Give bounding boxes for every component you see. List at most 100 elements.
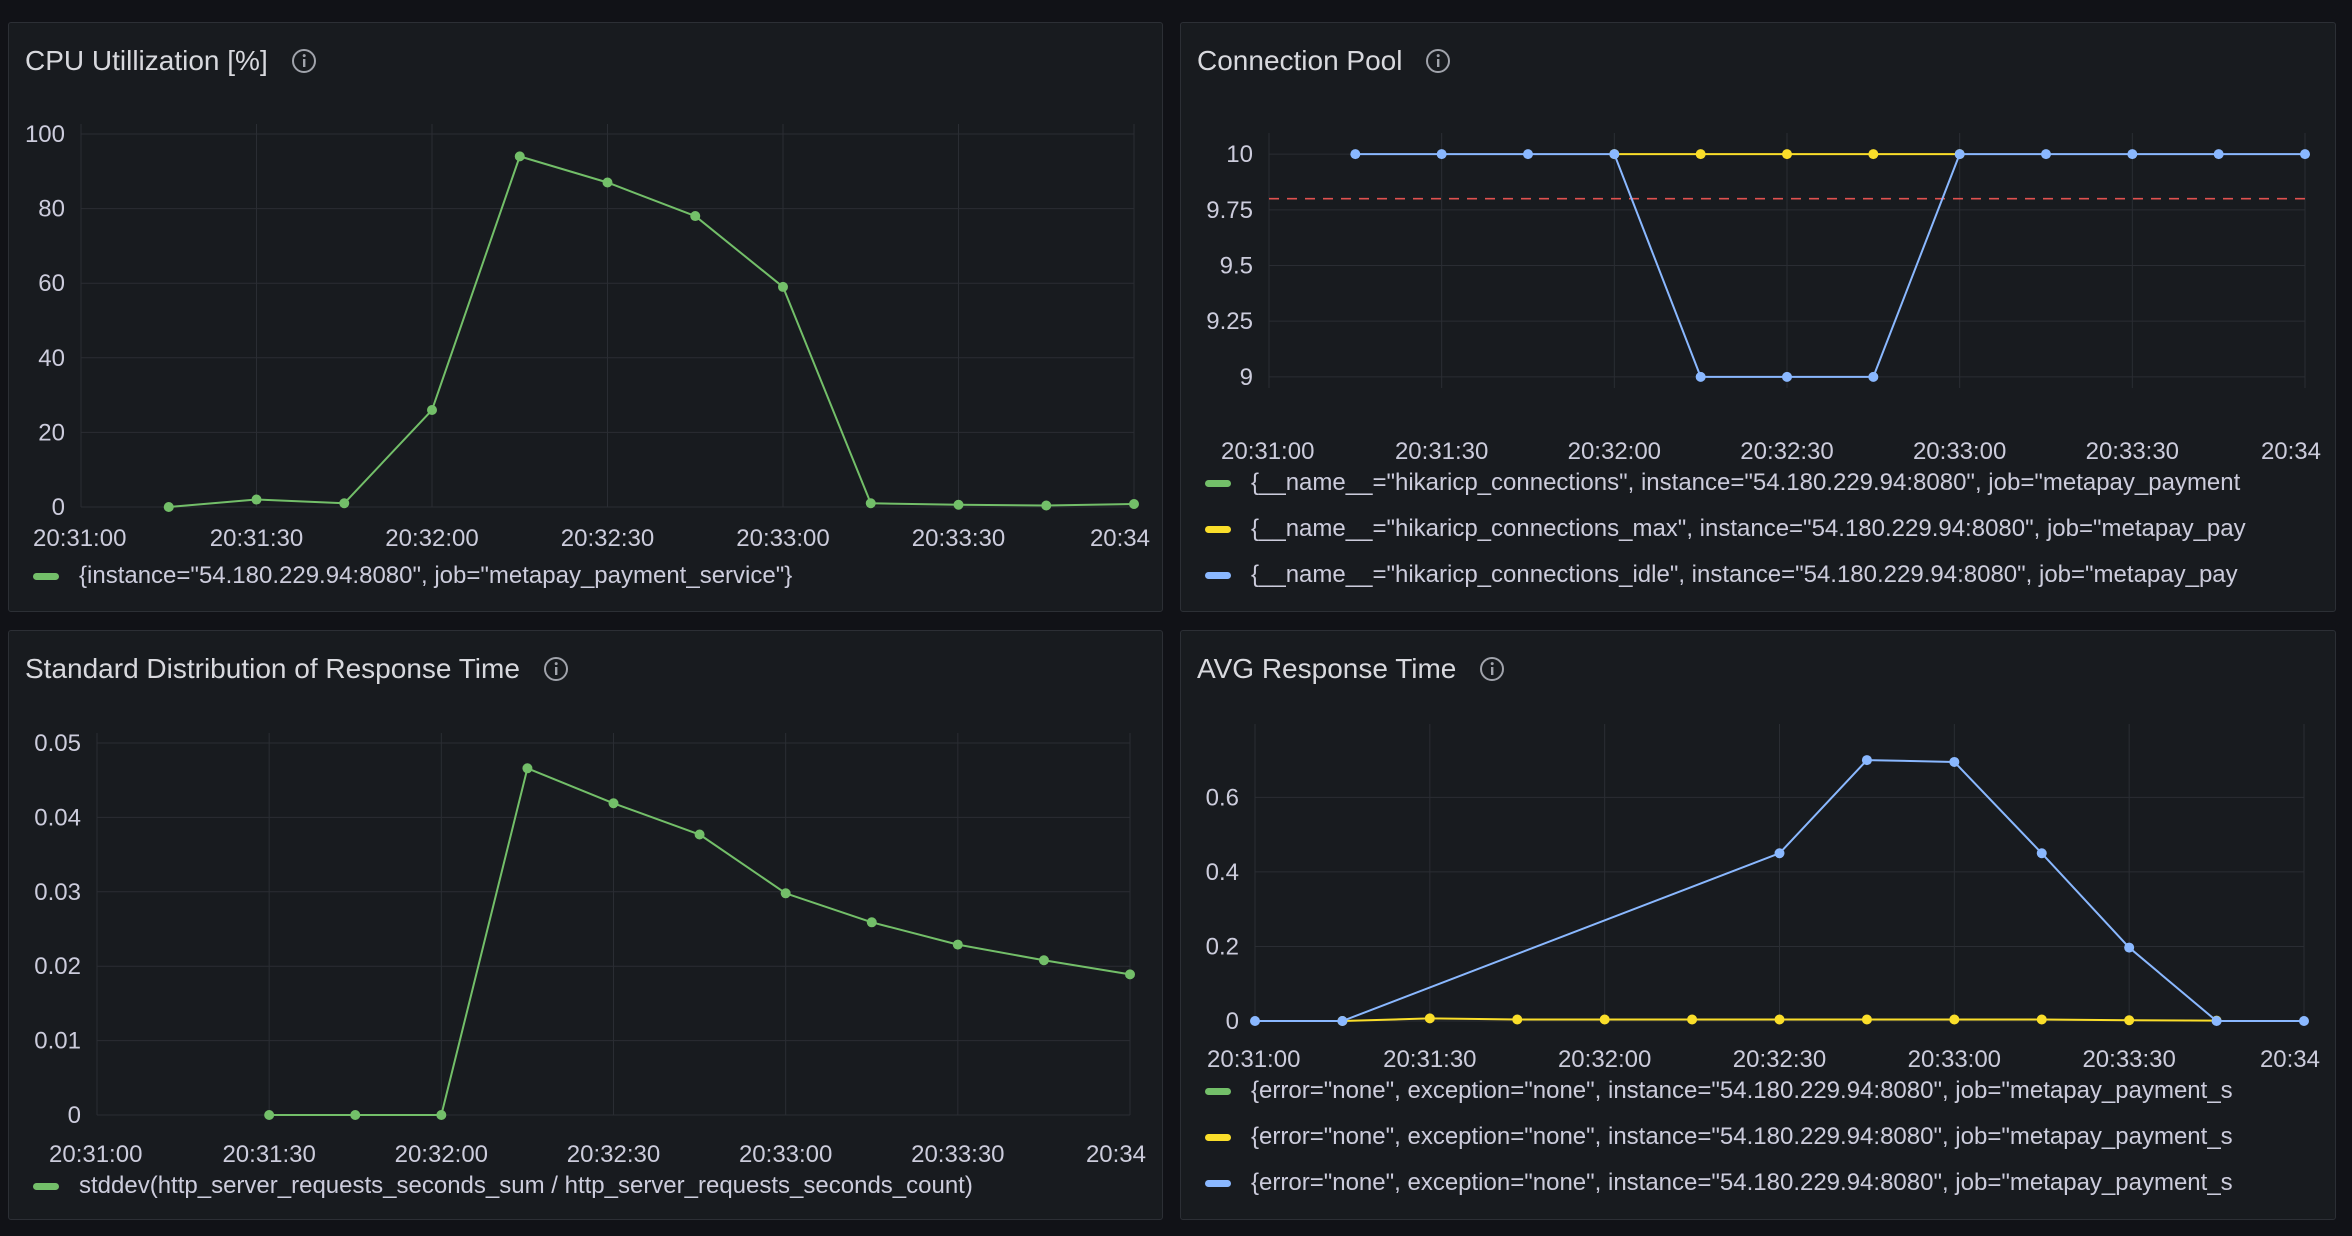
data-point[interactable] — [1436, 149, 1447, 160]
data-point[interactable] — [514, 151, 525, 162]
legend-swatch — [1205, 1179, 1231, 1187]
data-point[interactable] — [2036, 1014, 2047, 1025]
data-point[interactable] — [1774, 1014, 1785, 1025]
data-point[interactable] — [251, 494, 262, 505]
x-tick-label: 20:32:00 — [385, 525, 478, 552]
data-point[interactable] — [1129, 499, 1139, 510]
y-tick-label: 9.25 — [1206, 308, 1253, 335]
data-point[interactable] — [694, 829, 705, 840]
legend-label: {__name__="hikaricp_connections", instan… — [1251, 469, 2241, 496]
data-point[interactable] — [1782, 371, 1792, 382]
data-point[interactable] — [1599, 1014, 1610, 1025]
y-tick-label: 40 — [38, 345, 65, 372]
data-point[interactable] — [1350, 149, 1361, 160]
data-point[interactable] — [866, 917, 877, 928]
y-tick-label: 0 — [52, 494, 65, 521]
info-icon[interactable] — [290, 47, 318, 75]
data-point[interactable] — [1125, 969, 1135, 980]
data-point[interactable] — [339, 498, 350, 509]
data-point[interactable] — [1868, 149, 1879, 160]
data-point[interactable] — [2211, 1016, 2222, 1026]
data-point[interactable] — [780, 888, 791, 899]
legend-item[interactable]: {error="none", exception="none", instanc… — [1205, 1160, 2233, 1206]
info-icon[interactable] — [1424, 47, 1452, 75]
panel-title[interactable]: AVG Response Time — [1197, 653, 1457, 684]
data-point[interactable] — [1868, 371, 1879, 382]
legend-label: stddev(http_server_requests_seconds_sum … — [79, 1172, 973, 1199]
panel-std-distribution: 0 0.01 0.02 0.03 0.04 0.05 20:31:00 20:31:30 20:… — [8, 630, 1163, 1220]
legend-item[interactable]: stddev(http_server_requests_seconds_sum … — [33, 1163, 973, 1209]
x-tick-label: 20:32:00 — [395, 1141, 488, 1168]
panel-title[interactable]: Standard Distribution of Response Time — [25, 653, 520, 684]
chart-avg-response-time: 0 0.2 0.4 0.6 20:31:00 20:31:30 20:32:00 20:32:… — [1206, 724, 2320, 1073]
legend-item[interactable]: {__name__="hikaricp_connections", instan… — [1205, 460, 2246, 506]
info-icon[interactable] — [1478, 655, 1506, 683]
data-point[interactable] — [1949, 1014, 1960, 1025]
data-point[interactable] — [1041, 500, 1052, 511]
panel-title[interactable]: CPU Utillization [%] — [25, 45, 268, 76]
data-point[interactable] — [1523, 149, 1533, 160]
x-tick-label: 20:32:30 — [561, 525, 654, 552]
data-point[interactable] — [2300, 149, 2310, 160]
y-tick-label: 9.75 — [1206, 197, 1253, 224]
panel-title[interactable]: Connection Pool — [1197, 45, 1403, 76]
legend-item[interactable]: {error="none", exception="none", instanc… — [1205, 1068, 2233, 1114]
legend-item[interactable]: {__name__="hikaricp_connections_idle", i… — [1205, 552, 2246, 598]
data-point[interactable] — [2127, 149, 2138, 160]
data-point[interactable] — [2124, 942, 2135, 953]
x-tick-label: 20:33:30 — [912, 525, 1005, 552]
data-point[interactable] — [952, 939, 963, 950]
data-point[interactable] — [427, 405, 437, 416]
chart-cpu-utilization: 0 20 40 60 80 100 20:31:00 20:31:30 20:32:00 20:3… — [25, 121, 1150, 552]
x-tick-label: 20:33:30 — [911, 1141, 1004, 1168]
data-point[interactable] — [602, 177, 613, 188]
series-line — [168, 155, 1135, 508]
data-point[interactable] — [1250, 1016, 1260, 1026]
data-point[interactable] — [350, 1110, 361, 1120]
data-point[interactable] — [865, 498, 876, 509]
data-point[interactable] — [2299, 1016, 2309, 1026]
data-point[interactable] — [2124, 1015, 2135, 1026]
data-point[interactable] — [1695, 371, 1706, 382]
data-point[interactable] — [1782, 149, 1792, 160]
x-tick-label: 20:34 — [1086, 1141, 1146, 1168]
data-point[interactable] — [778, 281, 788, 292]
legend-label: {error="none", exception="none", instanc… — [1251, 1077, 2233, 1104]
series-0 — [264, 763, 1135, 1120]
legend-swatch — [1205, 525, 1231, 533]
data-point[interactable] — [690, 211, 701, 222]
data-point[interactable] — [1038, 955, 1049, 966]
y-tick-label: 80 — [38, 196, 65, 223]
y-tick-label: 20 — [38, 419, 65, 446]
y-tick-label: 0.05 — [34, 730, 81, 757]
data-point[interactable] — [2041, 149, 2051, 160]
legend-item[interactable]: {instance="54.180.229.94:8080", job="met… — [33, 553, 792, 599]
info-icon[interactable] — [542, 655, 570, 683]
data-point[interactable] — [522, 763, 533, 774]
x-tick-label: 20:33:30 — [2086, 438, 2179, 465]
data-point[interactable] — [1687, 1014, 1698, 1025]
data-point[interactable] — [1695, 149, 1706, 160]
x-tick-label: 20:31:30 — [1383, 1046, 1476, 1073]
legend-item[interactable]: {error="none", exception="none", instanc… — [1205, 1114, 2233, 1160]
data-point[interactable] — [2213, 149, 2224, 160]
data-point[interactable] — [1949, 756, 1960, 767]
y-tick-label: 0.2 — [1206, 933, 1239, 960]
data-point[interactable] — [163, 502, 174, 512]
data-point[interactable] — [953, 499, 964, 510]
legend-item[interactable]: {__name__="hikaricp_connections_max", in… — [1205, 506, 2246, 552]
data-point[interactable] — [1512, 1014, 1523, 1025]
data-point[interactable] — [1861, 755, 1872, 766]
data-point[interactable] — [1424, 1013, 1435, 1024]
data-point[interactable] — [436, 1110, 447, 1120]
chart-std-distribution: 0 0.01 0.02 0.03 0.04 0.05 20:31:00 20:31:30 20:… — [34, 730, 1146, 1168]
data-point[interactable] — [1609, 149, 1620, 160]
data-point[interactable] — [2036, 848, 2047, 859]
data-point[interactable] — [264, 1110, 275, 1120]
y-tick-label: 0.6 — [1206, 784, 1239, 811]
data-point[interactable] — [1337, 1016, 1348, 1026]
data-point[interactable] — [1954, 149, 1965, 160]
data-point[interactable] — [608, 798, 619, 809]
data-point[interactable] — [1861, 1014, 1872, 1025]
data-point[interactable] — [1774, 848, 1785, 859]
